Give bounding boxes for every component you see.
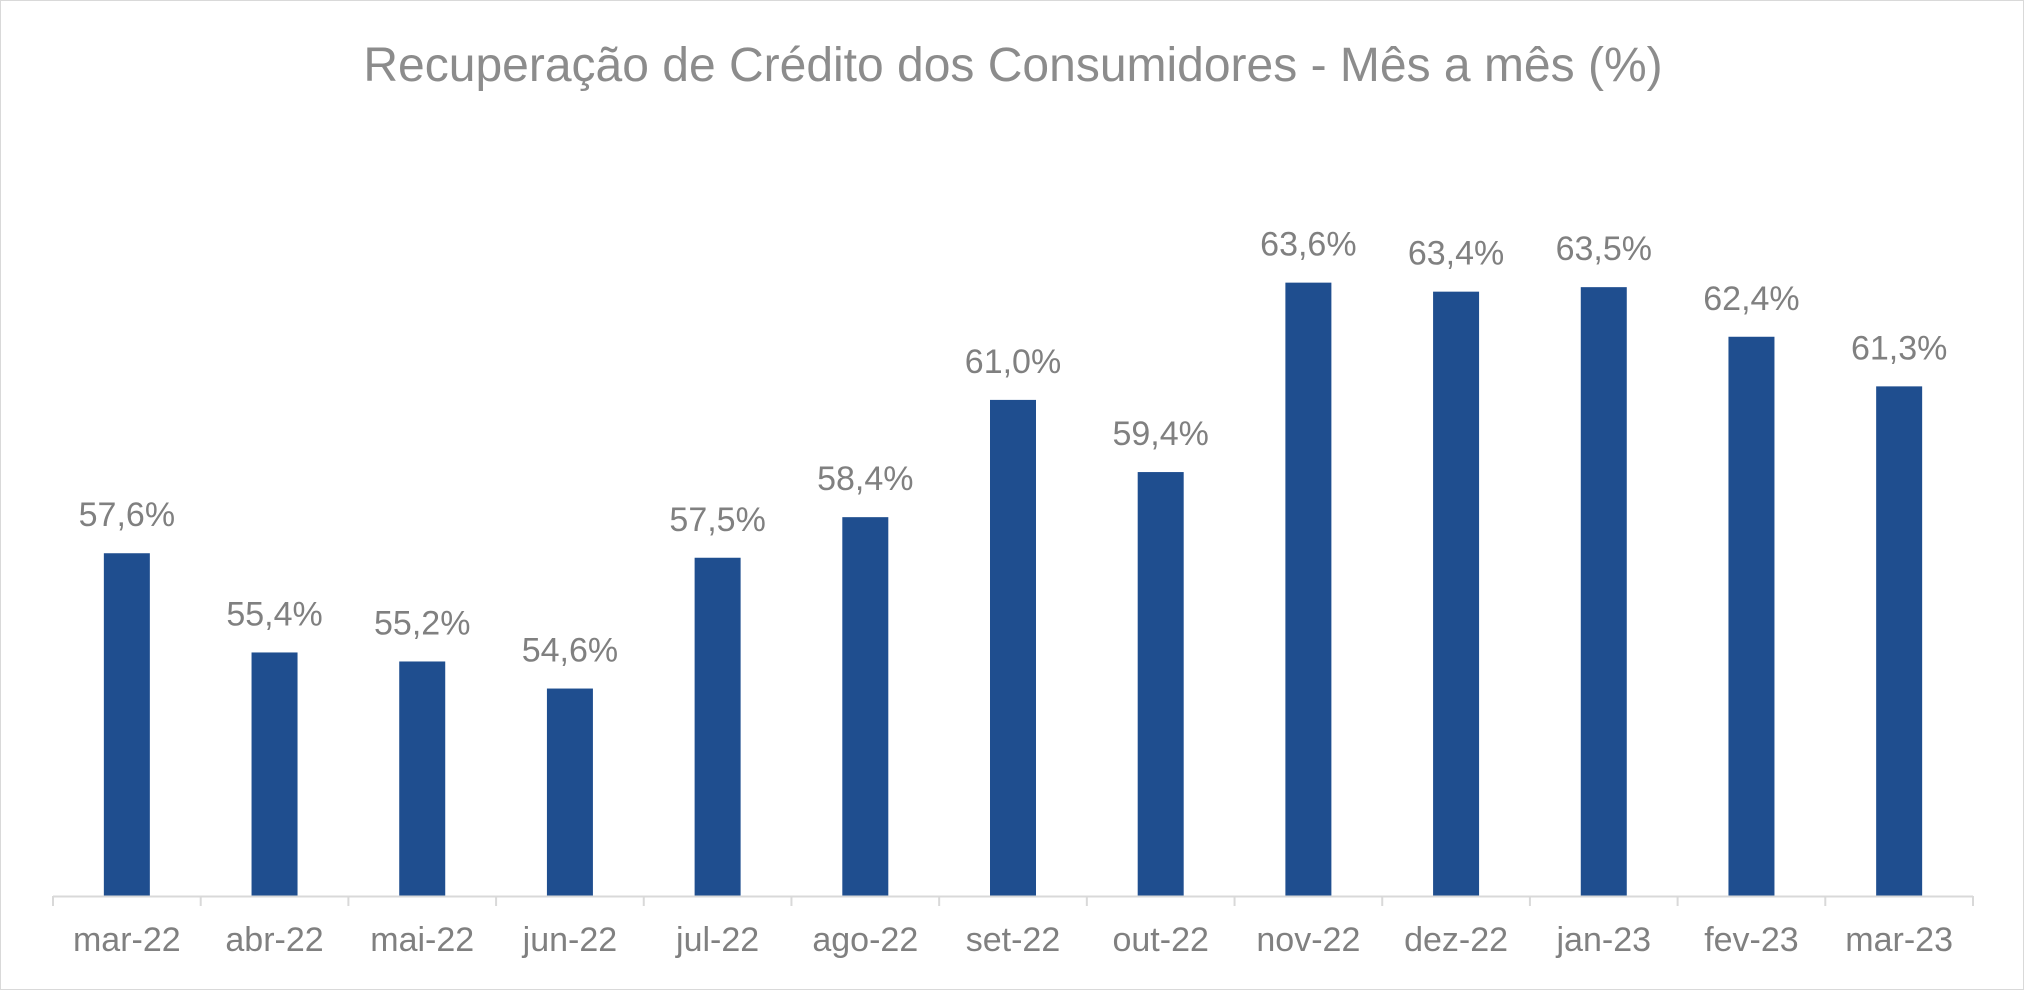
- data-label-jan-23: 63,5%: [1556, 230, 1652, 268]
- bar-ago-22: [842, 517, 889, 896]
- data-label-ago-22: 58,4%: [817, 460, 913, 498]
- x-tick-label-mai-22: mai-22: [370, 921, 474, 959]
- data-label-nov-22: 63,6%: [1260, 226, 1356, 264]
- data-label-out-22: 59,4%: [1112, 415, 1208, 453]
- bars-layer: [103, 282, 1923, 896]
- bar-out-22: [1137, 472, 1184, 896]
- bar-mai-22: [399, 661, 446, 896]
- x-axis: mar-22 abr-22 mai-22 jun-22 jul-22 ago-22 set-…: [52, 895, 1974, 959]
- x-tick-label-jun-22: jun-22: [522, 921, 618, 959]
- x-tick-label-jan-23: jan-23: [1556, 921, 1652, 959]
- bar-jul-22: [694, 557, 741, 896]
- data-label-dez-22: 63,4%: [1408, 235, 1504, 273]
- x-tick-label-mar-23: mar-23: [1845, 921, 1953, 959]
- x-tick-label-ago-22: ago-22: [812, 921, 918, 959]
- bar-abr-22: [251, 652, 298, 896]
- data-label-mar-22: 57,6%: [79, 496, 175, 534]
- x-tick-label-dez-22: dez-22: [1404, 921, 1508, 959]
- x-tick-label-jul-22: jul-22: [675, 921, 759, 959]
- data-label-abr-22: 55,4%: [226, 595, 322, 633]
- data-labels-layer: 57,6% 55,4% 55,2% 54,6% 57,5% 58,4% 61,0% 59,4%…: [79, 226, 1948, 670]
- bar-fev-23: [1728, 336, 1775, 896]
- bar-mar-23: [1876, 386, 1923, 896]
- bar-jun-22: [546, 688, 593, 896]
- data-label-mar-23: 61,3%: [1851, 329, 1947, 367]
- data-label-mai-22: 55,2%: [374, 604, 470, 642]
- chart-title: Recuperação de Crédito dos Consumidores …: [363, 39, 1662, 92]
- data-label-fev-23: 62,4%: [1703, 280, 1799, 318]
- bar-nov-22: [1285, 282, 1332, 896]
- x-tick-label-set-22: set-22: [966, 921, 1061, 959]
- data-label-set-22: 61,0%: [965, 343, 1061, 381]
- x-tick-label-abr-22: abr-22: [225, 921, 323, 959]
- bar-dez-22: [1433, 291, 1480, 896]
- bar-set-22: [990, 399, 1036, 896]
- x-tick-label-nov-22: nov-22: [1256, 921, 1360, 959]
- data-label-jul-22: 57,5%: [669, 501, 765, 539]
- data-label-jun-22: 54,6%: [522, 632, 618, 670]
- x-tick-label-fev-23: fev-23: [1704, 921, 1799, 959]
- x-tick-label-out-22: out-22: [1112, 921, 1208, 959]
- bar-mar-22: [103, 553, 150, 896]
- x-tick-label-mar-22: mar-22: [73, 921, 181, 959]
- bar-jan-23: [1580, 287, 1627, 896]
